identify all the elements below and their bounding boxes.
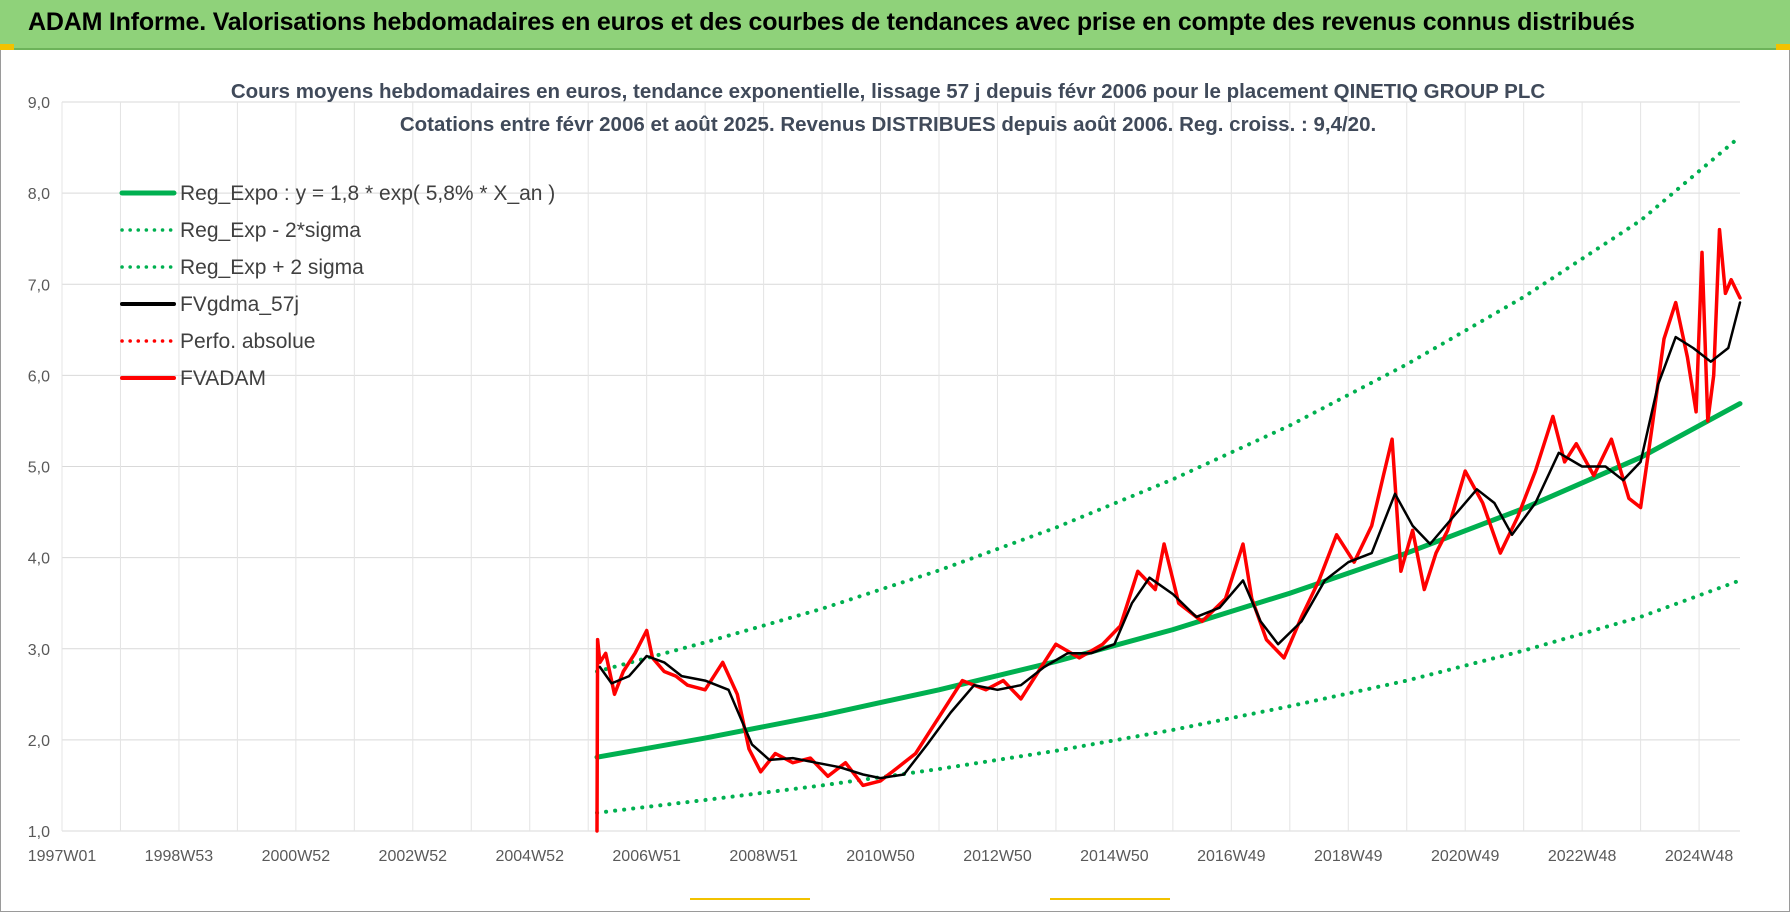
x-axis-tick-labels: 1997W01 1998W53 2000W52 2002W52 2004W52 2006W… xyxy=(28,848,1734,865)
x-tick-label: 2018W49 xyxy=(1314,848,1383,865)
chart-title: Cours moyens hebdomadaires en euros, ten… xyxy=(231,80,1545,103)
x-tick-label: 2006W51 xyxy=(612,848,681,865)
legend-entry: Perfo. absolue xyxy=(180,330,315,353)
corner-marker-right xyxy=(1776,44,1790,50)
y-tick-label: 6,0 xyxy=(28,368,50,385)
chart-subtitle: Cotations entre févr 2006 et août 2025. … xyxy=(400,113,1376,136)
y-tick-label: 1,0 xyxy=(28,824,50,841)
x-tick-label: 1998W53 xyxy=(145,848,214,865)
chart-series xyxy=(594,134,1743,833)
x-tick-label: 2010W50 xyxy=(846,848,915,865)
x-tick-label: 2004W52 xyxy=(495,848,564,865)
legend-entry: Reg_Exp - 2*sigma xyxy=(180,219,361,242)
y-axis-tick-labels: 1,0 2,0 3,0 4,0 5,0 6,0 7,0 8,0 9,0 xyxy=(28,95,50,841)
x-tick-label: 2022W48 xyxy=(1548,848,1617,865)
series-line-3 xyxy=(598,301,1742,780)
legend-entry: Reg_Exp + 2 sigma xyxy=(180,256,364,279)
y-tick-label: 5,0 xyxy=(28,460,50,477)
y-tick-label: 2,0 xyxy=(28,733,50,750)
bottom-marker-1 xyxy=(690,898,810,900)
x-tick-label: 2016W49 xyxy=(1197,848,1266,865)
x-tick-label: 1997W01 xyxy=(28,848,97,865)
x-tick-label: 2008W51 xyxy=(729,848,798,865)
series-line-1 xyxy=(595,578,1742,815)
x-tick-label: 2020W49 xyxy=(1431,848,1500,865)
y-tick-label: 9,0 xyxy=(28,95,50,112)
chart-legend: Reg_Expo : y = 1,8 * exp( 5,8% * X_an ) R… xyxy=(119,182,555,390)
y-tick-label: 3,0 xyxy=(28,642,50,659)
series-line-5 xyxy=(595,227,1742,833)
x-tick-label: 2000W52 xyxy=(262,848,331,865)
x-tick-label: 2024W48 xyxy=(1665,848,1734,865)
bottom-marker-2 xyxy=(1050,898,1170,900)
y-tick-label: 8,0 xyxy=(28,186,50,203)
x-tick-label: 2002W52 xyxy=(379,848,448,865)
corner-marker-left xyxy=(0,44,14,50)
page-title: ADAM Informe. Valorisations hebdomadaire… xyxy=(28,8,1635,36)
legend-entry: FVgdma_57j xyxy=(180,293,299,316)
page-banner: ADAM Informe. Valorisations hebdomadaire… xyxy=(0,0,1790,50)
y-tick-label: 4,0 xyxy=(28,551,50,568)
gridlines xyxy=(61,101,1740,832)
legend-entry: Reg_Expo : y = 1,8 * exp( 5,8% * X_an ) xyxy=(180,182,555,205)
y-tick-label: 7,0 xyxy=(28,277,50,294)
x-tick-label: 2012W50 xyxy=(963,848,1032,865)
series-line-2 xyxy=(595,134,1742,674)
x-tick-label: 2014W50 xyxy=(1080,848,1149,865)
series-line-0 xyxy=(594,401,1743,760)
legend-entry: FVADAM xyxy=(180,367,266,390)
